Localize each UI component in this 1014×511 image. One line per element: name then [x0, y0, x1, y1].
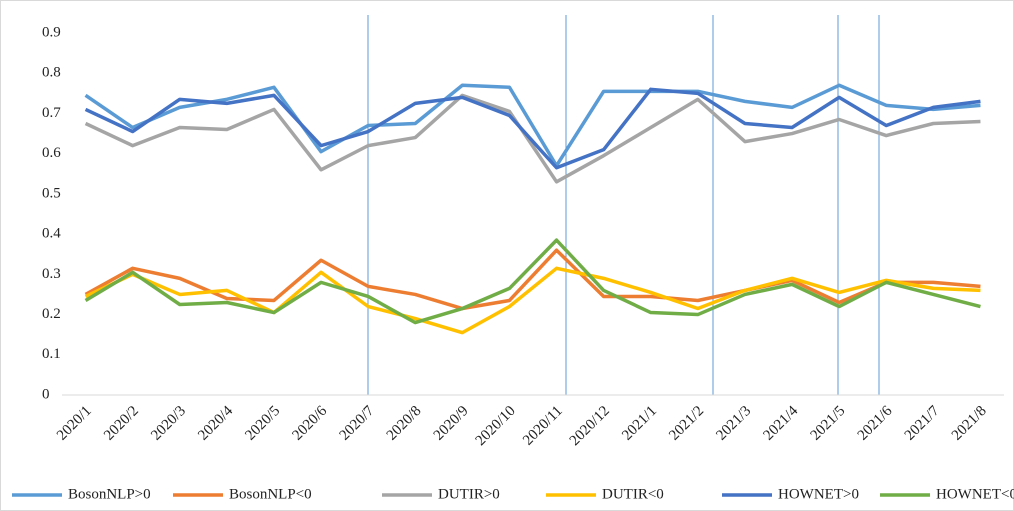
y-tick-label: 0.3 [42, 266, 61, 282]
y-tick-label: 0 [42, 386, 50, 402]
legend-label: HOWNET<0 [936, 486, 1014, 502]
y-tick-label: 0.8 [42, 65, 61, 81]
legend-label: BosonNLP>0 [68, 486, 151, 502]
series-line [84, 248, 981, 311]
series-line [84, 238, 981, 325]
legend-label: BosonNLP<0 [229, 486, 312, 502]
y-tick-label: 0.4 [42, 226, 61, 242]
y-tick-label: 0.6 [42, 145, 61, 161]
y-tick-label: 0.5 [42, 185, 61, 201]
y-tick-label: 0.9 [42, 24, 61, 40]
legend-label: DUTIR>0 [438, 486, 500, 502]
y-tick-label: 0.7 [42, 105, 61, 121]
legend-label: DUTIR<0 [602, 486, 664, 502]
series-line [84, 83, 981, 168]
series-line [84, 87, 981, 170]
series-line [84, 93, 981, 184]
series-line [84, 266, 981, 335]
legend-label: HOWNET>0 [778, 486, 859, 502]
y-tick-label: 0.1 [42, 346, 61, 362]
y-tick-label: 0.2 [42, 306, 61, 322]
